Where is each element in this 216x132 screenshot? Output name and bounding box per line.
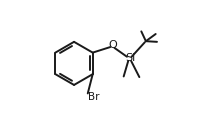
Text: O: O <box>108 40 117 50</box>
Text: Br: Br <box>88 92 100 102</box>
Text: Si: Si <box>125 53 135 63</box>
